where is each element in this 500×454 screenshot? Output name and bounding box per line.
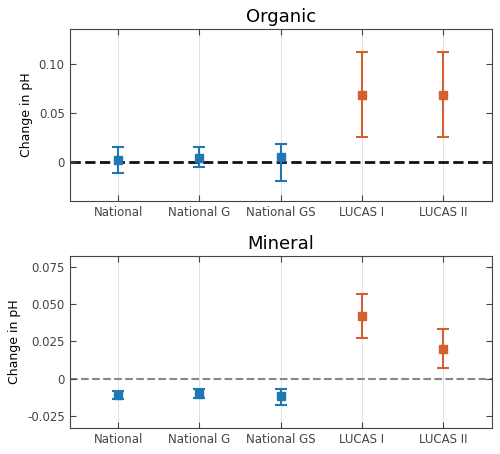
Y-axis label: Change in pH: Change in pH xyxy=(8,300,22,385)
Title: Organic: Organic xyxy=(246,8,316,26)
Y-axis label: Change in pH: Change in pH xyxy=(20,73,33,158)
Title: Mineral: Mineral xyxy=(247,235,314,253)
